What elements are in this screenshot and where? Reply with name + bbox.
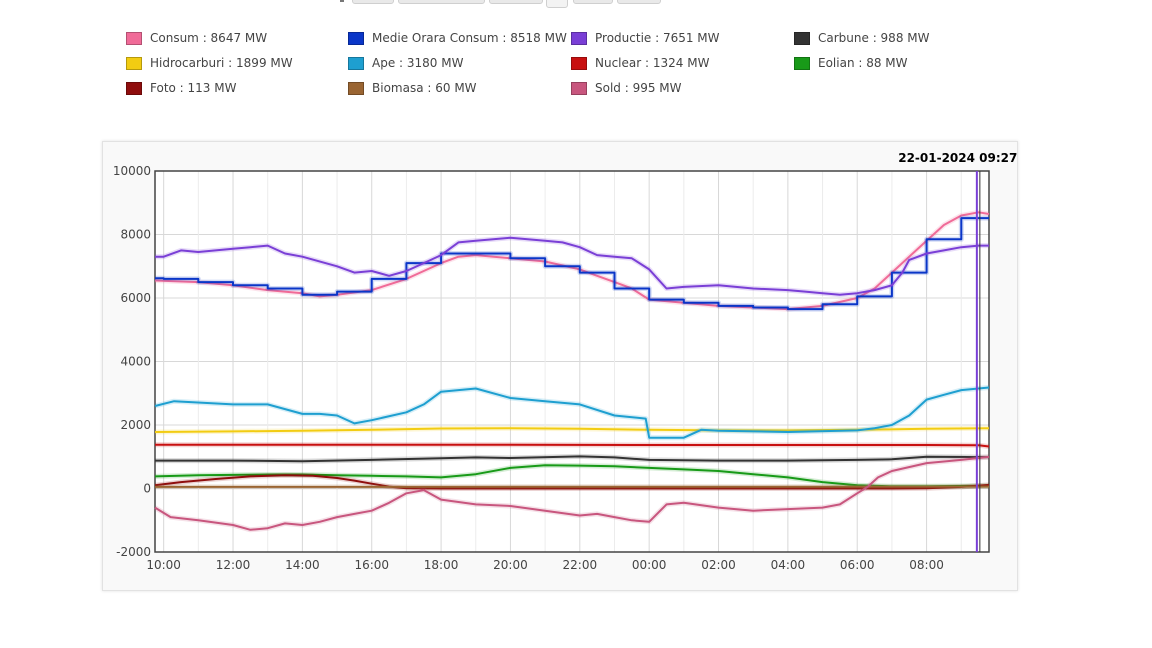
x-tick-label: 20:00 — [493, 558, 528, 572]
legend-label: Biomasa : 60 MW — [372, 81, 477, 95]
legend-label: Sold : 995 MW — [595, 81, 682, 95]
legend-label: Consum : 8647 MW — [150, 31, 268, 45]
toolbar-button-3[interactable] — [489, 0, 543, 4]
series-line — [154, 455, 990, 531]
legend-swatch — [348, 31, 364, 45]
legend-item[interactable]: Sold : 995 MW — [571, 80, 682, 96]
y-tick-label: 6000 — [120, 291, 151, 305]
hover-timestamp: 22-01-2024 09:27:14 — [898, 151, 1017, 165]
toolbar-button-2[interactable] — [398, 0, 485, 4]
x-tick-label: 06:00 — [840, 558, 875, 572]
legend-item[interactable]: Ape : 3180 MW — [348, 55, 463, 71]
toolbar-button-6[interactable] — [617, 0, 661, 4]
legend-swatch — [126, 81, 142, 95]
toolbar-button-1[interactable] — [352, 0, 394, 4]
x-tick-label: 16:00 — [354, 558, 389, 572]
legend-label: Nuclear : 1324 MW — [595, 56, 710, 70]
y-tick-label: 10000 — [113, 164, 151, 178]
legend-swatch — [348, 56, 364, 70]
legend-label: Carbune : 988 MW — [818, 31, 930, 45]
legend-swatch — [348, 81, 364, 95]
legend-swatch — [794, 56, 810, 70]
toolbar-button-4[interactable] — [546, 0, 568, 8]
y-tick-label: 2000 — [120, 418, 151, 432]
series-line — [154, 464, 990, 488]
x-tick-label: 02:00 — [701, 558, 736, 572]
x-tick-label: 12:00 — [216, 558, 251, 572]
y-tick-label: -2000 — [116, 545, 151, 559]
legend-item[interactable]: Biomasa : 60 MW — [348, 80, 477, 96]
x-tick-label: 08:00 — [909, 558, 944, 572]
y-tick-label: 0 — [143, 482, 151, 496]
legend-swatch — [126, 56, 142, 70]
legend-item[interactable]: Medie Orara Consum : 8518 MW — [348, 30, 567, 46]
chart-panel: 10000 8000 6000 4000 2000 0 -2000 10:00 12:00 14:… — [102, 141, 1018, 591]
legend-item[interactable]: Consum : 8647 MW — [126, 30, 267, 46]
legend-label: Foto : 113 MW — [150, 81, 237, 95]
legend-label: Ape : 3180 MW — [372, 56, 464, 70]
legend-label: Eolian : 88 MW — [818, 56, 908, 70]
x-tick-label: 14:00 — [285, 558, 320, 572]
legend-label: Medie Orara Consum : 8518 MW — [372, 31, 567, 45]
legend-label: Productie : 7651 MW — [595, 31, 720, 45]
legend-item[interactable]: Nuclear : 1324 MW — [571, 55, 709, 71]
legend-item[interactable]: Carbune : 988 MW — [794, 30, 930, 46]
series-line — [155, 217, 989, 311]
series-line — [155, 455, 990, 463]
y-tick-label: 4000 — [120, 355, 151, 369]
series-line — [155, 236, 989, 296]
x-tick-label: 10:00 — [146, 558, 181, 572]
y-tick-label: 8000 — [120, 228, 151, 242]
legend-item[interactable]: Foto : 113 MW — [126, 80, 236, 96]
legend-label: Hidrocarburi : 1899 MW — [150, 56, 293, 70]
toolbar-button-5[interactable] — [573, 0, 613, 4]
x-tick-label: 04:00 — [771, 558, 806, 572]
x-tick-label: 18:00 — [424, 558, 459, 572]
legend-item[interactable]: Productie : 7651 MW — [571, 30, 720, 46]
legend-swatch — [126, 31, 142, 45]
toolbar-marker — [340, 0, 344, 2]
series-line — [154, 386, 990, 439]
x-tick-label: 22:00 — [563, 558, 598, 572]
legend-swatch — [571, 81, 587, 95]
legend-swatch — [794, 31, 810, 45]
legend-item[interactable]: Eolian : 88 MW — [794, 55, 908, 71]
series-line — [155, 443, 990, 448]
legend-swatch — [571, 31, 587, 45]
x-tick-label: 00:00 — [632, 558, 667, 572]
chart-legend: Consum : 8647 MW Medie Orara Consum : 851… — [126, 30, 1026, 100]
legend-item[interactable]: Hidrocarburi : 1899 MW — [126, 55, 293, 71]
legend-swatch — [571, 56, 587, 70]
plot-border — [154, 170, 990, 553]
